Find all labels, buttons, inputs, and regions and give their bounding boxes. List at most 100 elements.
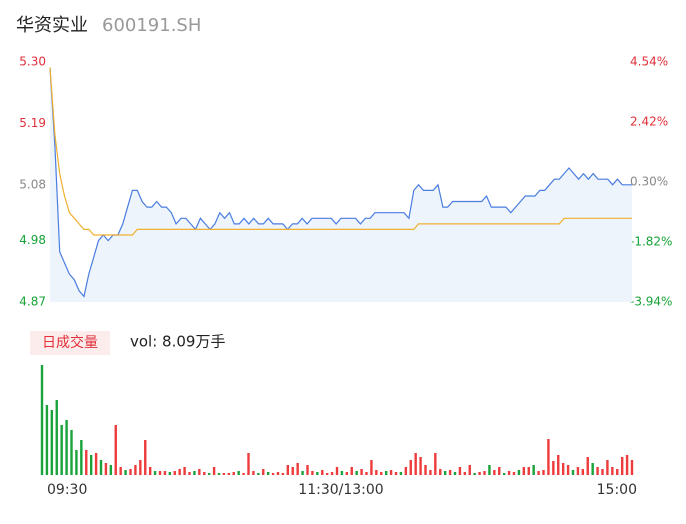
volume-bar <box>65 420 68 475</box>
volume-bar <box>45 405 49 475</box>
volume-bar <box>404 467 408 475</box>
volume-bar <box>453 472 457 475</box>
volume-bar <box>507 471 511 475</box>
volume-bar <box>616 469 619 475</box>
volume-bar <box>468 465 471 475</box>
volume-bar <box>350 467 353 475</box>
y2-tick-label: 2.42% <box>630 115 668 129</box>
volume-bar <box>527 467 530 475</box>
volume-bar <box>581 469 585 475</box>
x-tick-label: 11:30/13:00 <box>298 482 383 498</box>
volume-bar <box>232 472 235 475</box>
volume-bar <box>355 471 358 475</box>
volume-bar <box>409 460 412 475</box>
volume-bar <box>630 460 634 475</box>
volume-bar <box>291 467 294 475</box>
volume-bar <box>419 457 422 475</box>
volume-bar <box>424 465 427 475</box>
volume-bar <box>493 470 496 475</box>
volume-bar <box>178 469 181 475</box>
volume-bar <box>463 472 467 475</box>
volume-bar <box>252 471 255 475</box>
volume-bar <box>596 467 599 475</box>
volume-bar <box>104 463 108 475</box>
volume-bar <box>212 467 216 475</box>
y-tick-label: 5.19 <box>19 116 46 130</box>
volume-bar <box>311 471 314 475</box>
volume-bar <box>266 472 270 475</box>
volume-bar <box>153 471 157 475</box>
volume-bar <box>158 471 162 475</box>
volume-bar <box>286 465 290 475</box>
volume-bar <box>198 469 201 475</box>
volume-bar <box>80 440 83 475</box>
volume-bar <box>330 472 334 475</box>
volume-bar <box>193 471 196 475</box>
volume-bar <box>532 465 535 475</box>
volume-bar <box>522 467 526 475</box>
volume-bar <box>163 471 167 475</box>
y-tick-label: 4.87 <box>19 295 46 309</box>
volume-bar <box>448 470 452 475</box>
volume-bar <box>547 439 550 475</box>
volume-bar <box>316 472 319 475</box>
volume-bar <box>70 430 73 475</box>
volume-bar <box>75 450 78 475</box>
x-tick-label: 09:30 <box>47 482 87 498</box>
volume-bar <box>394 472 398 475</box>
volume-bar <box>488 465 491 475</box>
volume-bar <box>478 472 481 475</box>
price-line <box>49 67 632 298</box>
volume-bar <box>129 469 132 475</box>
volume-bar <box>247 453 250 475</box>
volume-bar <box>561 463 565 475</box>
volume-bar <box>325 473 329 475</box>
volume-bar <box>483 471 486 475</box>
volume-bar <box>512 472 516 475</box>
volume-bar <box>276 472 280 475</box>
volume-bar <box>207 473 211 475</box>
volume-bar <box>271 473 275 475</box>
y-tick-label: 5.30 <box>19 55 46 69</box>
volume-bar <box>217 473 221 475</box>
volume-bar <box>365 472 368 475</box>
volume-bar <box>576 467 580 475</box>
volume-bar <box>89 455 93 475</box>
volume-bar <box>414 453 417 475</box>
volume-bar <box>345 472 349 475</box>
stock-code: 600191.SH <box>102 15 201 36</box>
volume-bar <box>557 455 560 475</box>
volume-bar <box>384 471 388 475</box>
price-area <box>50 67 632 302</box>
volume-bar <box>473 473 476 475</box>
volume-bar <box>601 469 604 475</box>
volume-bar <box>586 457 589 475</box>
volume-bar <box>85 450 88 475</box>
volume-bar <box>173 471 176 475</box>
volume-bar <box>114 425 117 475</box>
volume-label: 日成交量 <box>42 334 98 351</box>
volume-bar <box>124 470 127 475</box>
y2-tick-label: -1.82% <box>630 235 672 249</box>
volume-bar <box>498 467 501 475</box>
volume-bar <box>340 471 344 475</box>
volume-bar <box>168 472 172 475</box>
volume-bar <box>148 467 152 475</box>
volume-bar <box>611 467 614 475</box>
volume-bar <box>625 455 629 475</box>
volume-bar <box>296 463 299 475</box>
volume-bar <box>360 469 363 475</box>
volume-bar <box>222 473 226 475</box>
y2-tick-label: 0.30% <box>630 175 668 189</box>
volume-bar <box>439 469 442 475</box>
volume-bar <box>134 465 137 475</box>
volume-bar <box>144 440 147 475</box>
volume-bar <box>542 470 545 475</box>
volume-bar <box>571 470 575 475</box>
volume-bar <box>188 472 191 475</box>
volume-bar <box>99 460 103 475</box>
stock-name: 华资实业 <box>16 15 88 36</box>
y2-tick-label: 4.54% <box>630 55 668 69</box>
volume-bar <box>370 460 373 475</box>
